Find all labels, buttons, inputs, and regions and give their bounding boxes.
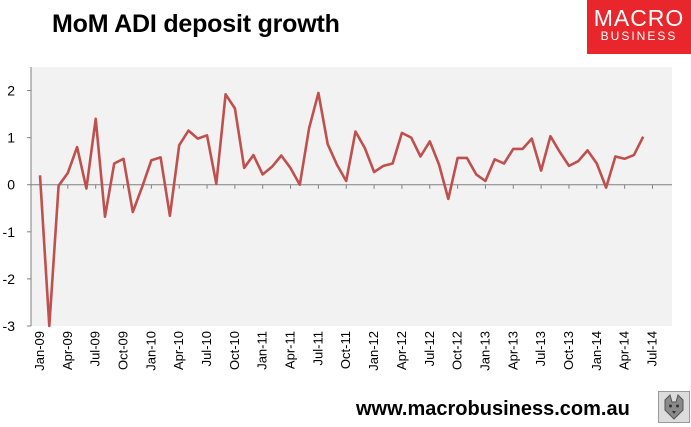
x-tick-label: Oct-09 [116, 331, 131, 370]
x-tick-label: Oct-10 [227, 331, 242, 370]
x-tick-label: Oct-12 [450, 331, 465, 370]
x-tick-label: Apr-14 [617, 331, 632, 370]
logo-line-2: BUSINESS [600, 29, 678, 43]
x-tick-label: Jan-11 [255, 331, 270, 370]
x-tick-label: Apr-09 [60, 331, 75, 370]
x-tick-label: Jul-10 [199, 331, 214, 366]
x-tick-label: Oct-13 [561, 331, 576, 370]
x-tick-label: Jan-10 [143, 331, 158, 371]
wolf-emblem-icon [658, 391, 690, 423]
series-line [38, 91, 645, 328]
x-tick-label: Jan-13 [477, 331, 492, 371]
series-layer [38, 91, 645, 328]
x-tick-label: Apr-11 [283, 331, 298, 369]
x-tick-label: Jan-09 [32, 331, 47, 371]
y-tick-label: -1 [3, 224, 16, 240]
x-tick-label: Jul-13 [533, 331, 548, 366]
logo-line-1: MACRO [593, 5, 685, 31]
y-tick-label: 1 [7, 130, 15, 146]
tick-labels: 2 1 0 -1 -2 -3 Jan-09 Apr-09 Jul-09 Oct-09 Jan-10 A… [3, 83, 660, 371]
y-tick-label: 0 [7, 177, 15, 193]
x-tick-label: Apr-10 [171, 331, 186, 370]
x-tick-label: Jul-12 [422, 331, 437, 366]
wolf-emblem-graphic [664, 394, 684, 420]
chart-title: MoM ADI deposit growth [52, 10, 340, 38]
y-tick-label: -3 [3, 318, 16, 334]
x-tick-label: Apr-12 [394, 331, 409, 370]
x-tick-label: Jul-09 [88, 331, 103, 366]
x-tick-label: Jan-12 [366, 331, 381, 371]
footer-url: www.macrobusiness.com.au [356, 398, 630, 420]
x-tick-label: Jul-11 [310, 331, 325, 365]
axes [27, 67, 672, 327]
x-tick-label: Oct-11 [338, 331, 353, 369]
y-tick-label: -2 [3, 271, 16, 287]
macro-business-logo: MACRO BUSINESS [587, 0, 691, 54]
x-tick-label: Apr-13 [505, 331, 520, 370]
x-tick-label: Jan-14 [589, 331, 604, 371]
y-tick-label: 2 [7, 83, 15, 99]
x-tick-label: Jul-14 [644, 331, 659, 366]
plot-area [31, 67, 672, 326]
